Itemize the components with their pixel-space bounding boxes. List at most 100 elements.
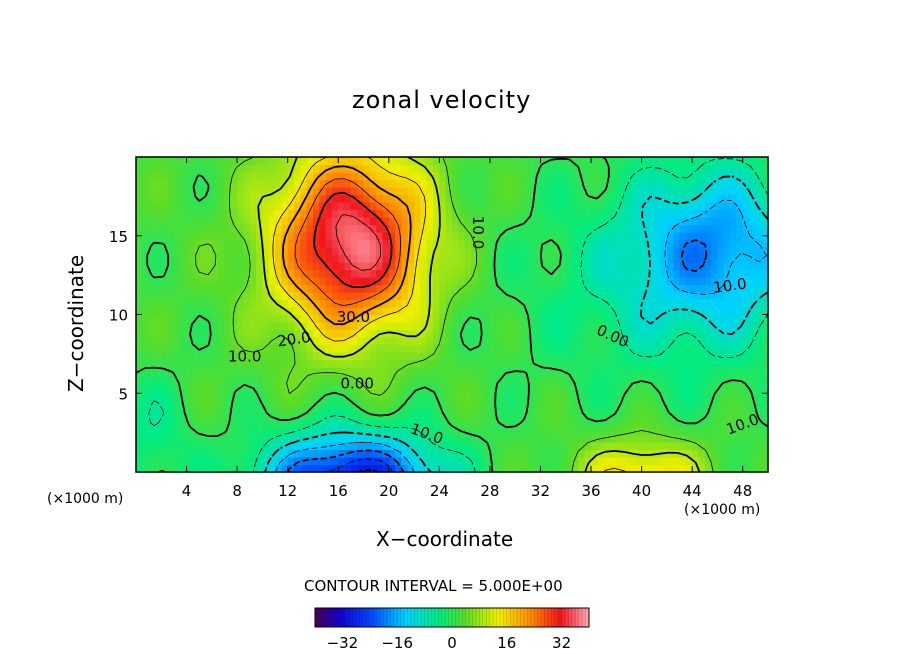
field-cell [742,292,750,301]
field-cell [553,277,561,286]
field-cell [173,352,181,361]
field-cell [546,337,554,346]
field-cell [281,449,289,458]
field-cell [331,314,339,323]
field-cell [489,449,497,458]
field-cell [382,254,390,263]
field-cell [445,209,453,218]
field-cell [148,232,156,241]
field-cell [237,277,245,286]
field-cell [515,209,523,218]
colorbar-cell [421,608,425,627]
field-cell [300,284,308,293]
field-cell [154,314,162,323]
field-cell [553,389,561,398]
field-cell [464,404,472,413]
field-cell [173,262,181,271]
field-cell [546,322,554,331]
field-cell [224,247,232,256]
field-cell [325,292,333,301]
field-cell [256,172,263,181]
field-cell [161,209,169,218]
colorbar-cell [452,608,456,627]
field-cell [723,337,731,346]
field-cell [572,194,579,203]
field-cell [426,187,434,196]
field-cell [142,157,150,166]
field-cell [736,187,744,196]
field-cell [527,374,535,383]
field-cell [521,307,529,316]
field-cell [230,397,238,406]
field-cell [192,202,200,211]
field-cell [395,314,403,323]
field-cell [192,307,200,316]
field-cell [388,172,396,181]
colorbar-cell [448,608,453,627]
field-cell [628,269,636,278]
field-cell [154,352,162,361]
field-cell [420,307,428,316]
field-cell [180,292,188,301]
field-cell [338,404,346,413]
field-cell [407,367,415,376]
field-cell [654,247,662,256]
field-cell [382,359,390,368]
field-cell [287,292,295,301]
field-cell [369,284,377,293]
colorbar-cell [362,608,367,627]
field-cell [319,187,327,196]
field-cell [154,412,162,421]
field-cell [635,464,643,473]
field-cell [199,299,207,308]
field-cell [312,449,320,458]
field-cell [218,254,226,263]
field-cell [572,217,579,226]
field-cell [673,247,681,256]
field-cell [407,337,415,346]
field-cell [610,172,617,181]
field-cell [256,157,263,166]
field-cell [616,262,624,271]
field-cell [673,179,681,188]
field-cell [173,389,181,398]
field-cell [287,389,295,398]
field-cell [382,202,390,211]
field-cell [262,389,270,398]
field-cell [704,239,712,248]
field-cell [376,352,384,361]
field-cell [546,172,554,181]
field-cell [483,329,491,338]
field-cell [388,284,396,293]
field-cell [723,434,731,443]
field-cell [685,307,693,316]
field-cell [572,277,579,286]
field-cell [749,367,756,376]
field-cell [376,247,384,256]
field-cell [685,254,693,263]
field-cell [439,404,447,413]
field-cell [654,382,662,391]
field-cell [281,254,289,263]
field-cell [704,427,712,436]
field-cell [426,217,434,226]
field-cell [717,247,725,256]
field-cell [521,284,529,293]
field-cell [717,314,725,323]
field-cell [420,389,428,398]
field-cell [666,209,674,218]
field-cell [275,389,282,398]
field-cell [407,239,415,248]
field-cell [199,224,207,233]
field-cell [711,172,719,181]
field-cell [363,449,371,458]
field-cell [205,299,213,308]
field-cell [142,337,150,346]
field-cell [572,419,579,428]
field-cell [142,299,150,308]
field-cell [262,254,270,263]
field-cell [527,412,535,421]
field-cell [262,194,270,203]
field-cell [704,299,712,308]
field-cell [502,382,510,391]
